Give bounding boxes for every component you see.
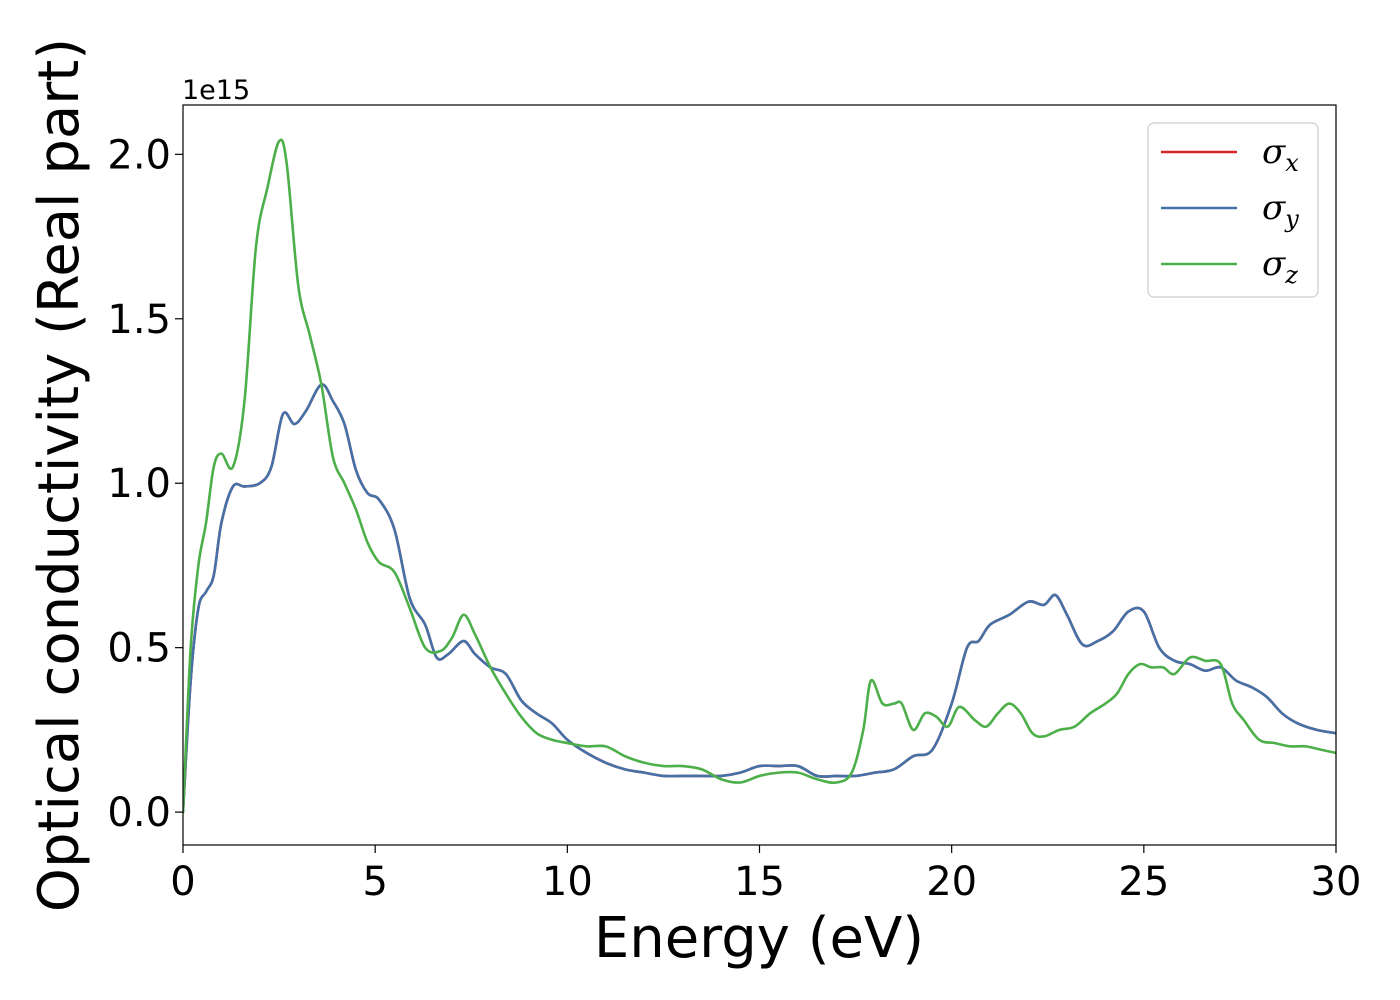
x-tick-label: 0 xyxy=(170,859,195,905)
x-tick-label: 25 xyxy=(1118,859,1169,905)
series-line-x xyxy=(183,383,1336,814)
y-axis-offset-label: 1e15 xyxy=(182,75,250,106)
legend-label-z: σz xyxy=(1262,244,1298,289)
legend-label-y: σy xyxy=(1262,188,1299,233)
legend-box xyxy=(1147,122,1319,298)
x-tick-label: 10 xyxy=(542,859,593,905)
x-axis-ticks: 0 5 10 15 20 25 30 xyxy=(170,845,1361,905)
y-tick-label: 0.5 xyxy=(107,626,171,672)
y-tick-label: 2.0 xyxy=(107,132,171,178)
series-layer xyxy=(183,138,1336,814)
y-tick-label: 0.0 xyxy=(107,790,171,836)
legend: σx σy σz xyxy=(1147,122,1319,298)
x-tick-label: 30 xyxy=(1311,859,1362,905)
series-line-z xyxy=(183,138,1336,814)
legend-label-x: σx xyxy=(1262,132,1299,177)
x-axis-label: Energy (eV) xyxy=(594,906,924,971)
x-tick-label: 15 xyxy=(734,859,785,905)
y-axis-label: Optical conductivity (Real part) xyxy=(27,38,92,912)
x-tick-label: 5 xyxy=(362,859,387,905)
x-tick-label: 20 xyxy=(926,859,977,905)
series-line-y xyxy=(183,383,1336,814)
y-axis-ticks: 0.0 0.5 1.0 1.5 2.0 xyxy=(107,132,183,836)
y-tick-label: 1.5 xyxy=(107,297,171,343)
y-tick-label: 1.0 xyxy=(107,461,171,507)
